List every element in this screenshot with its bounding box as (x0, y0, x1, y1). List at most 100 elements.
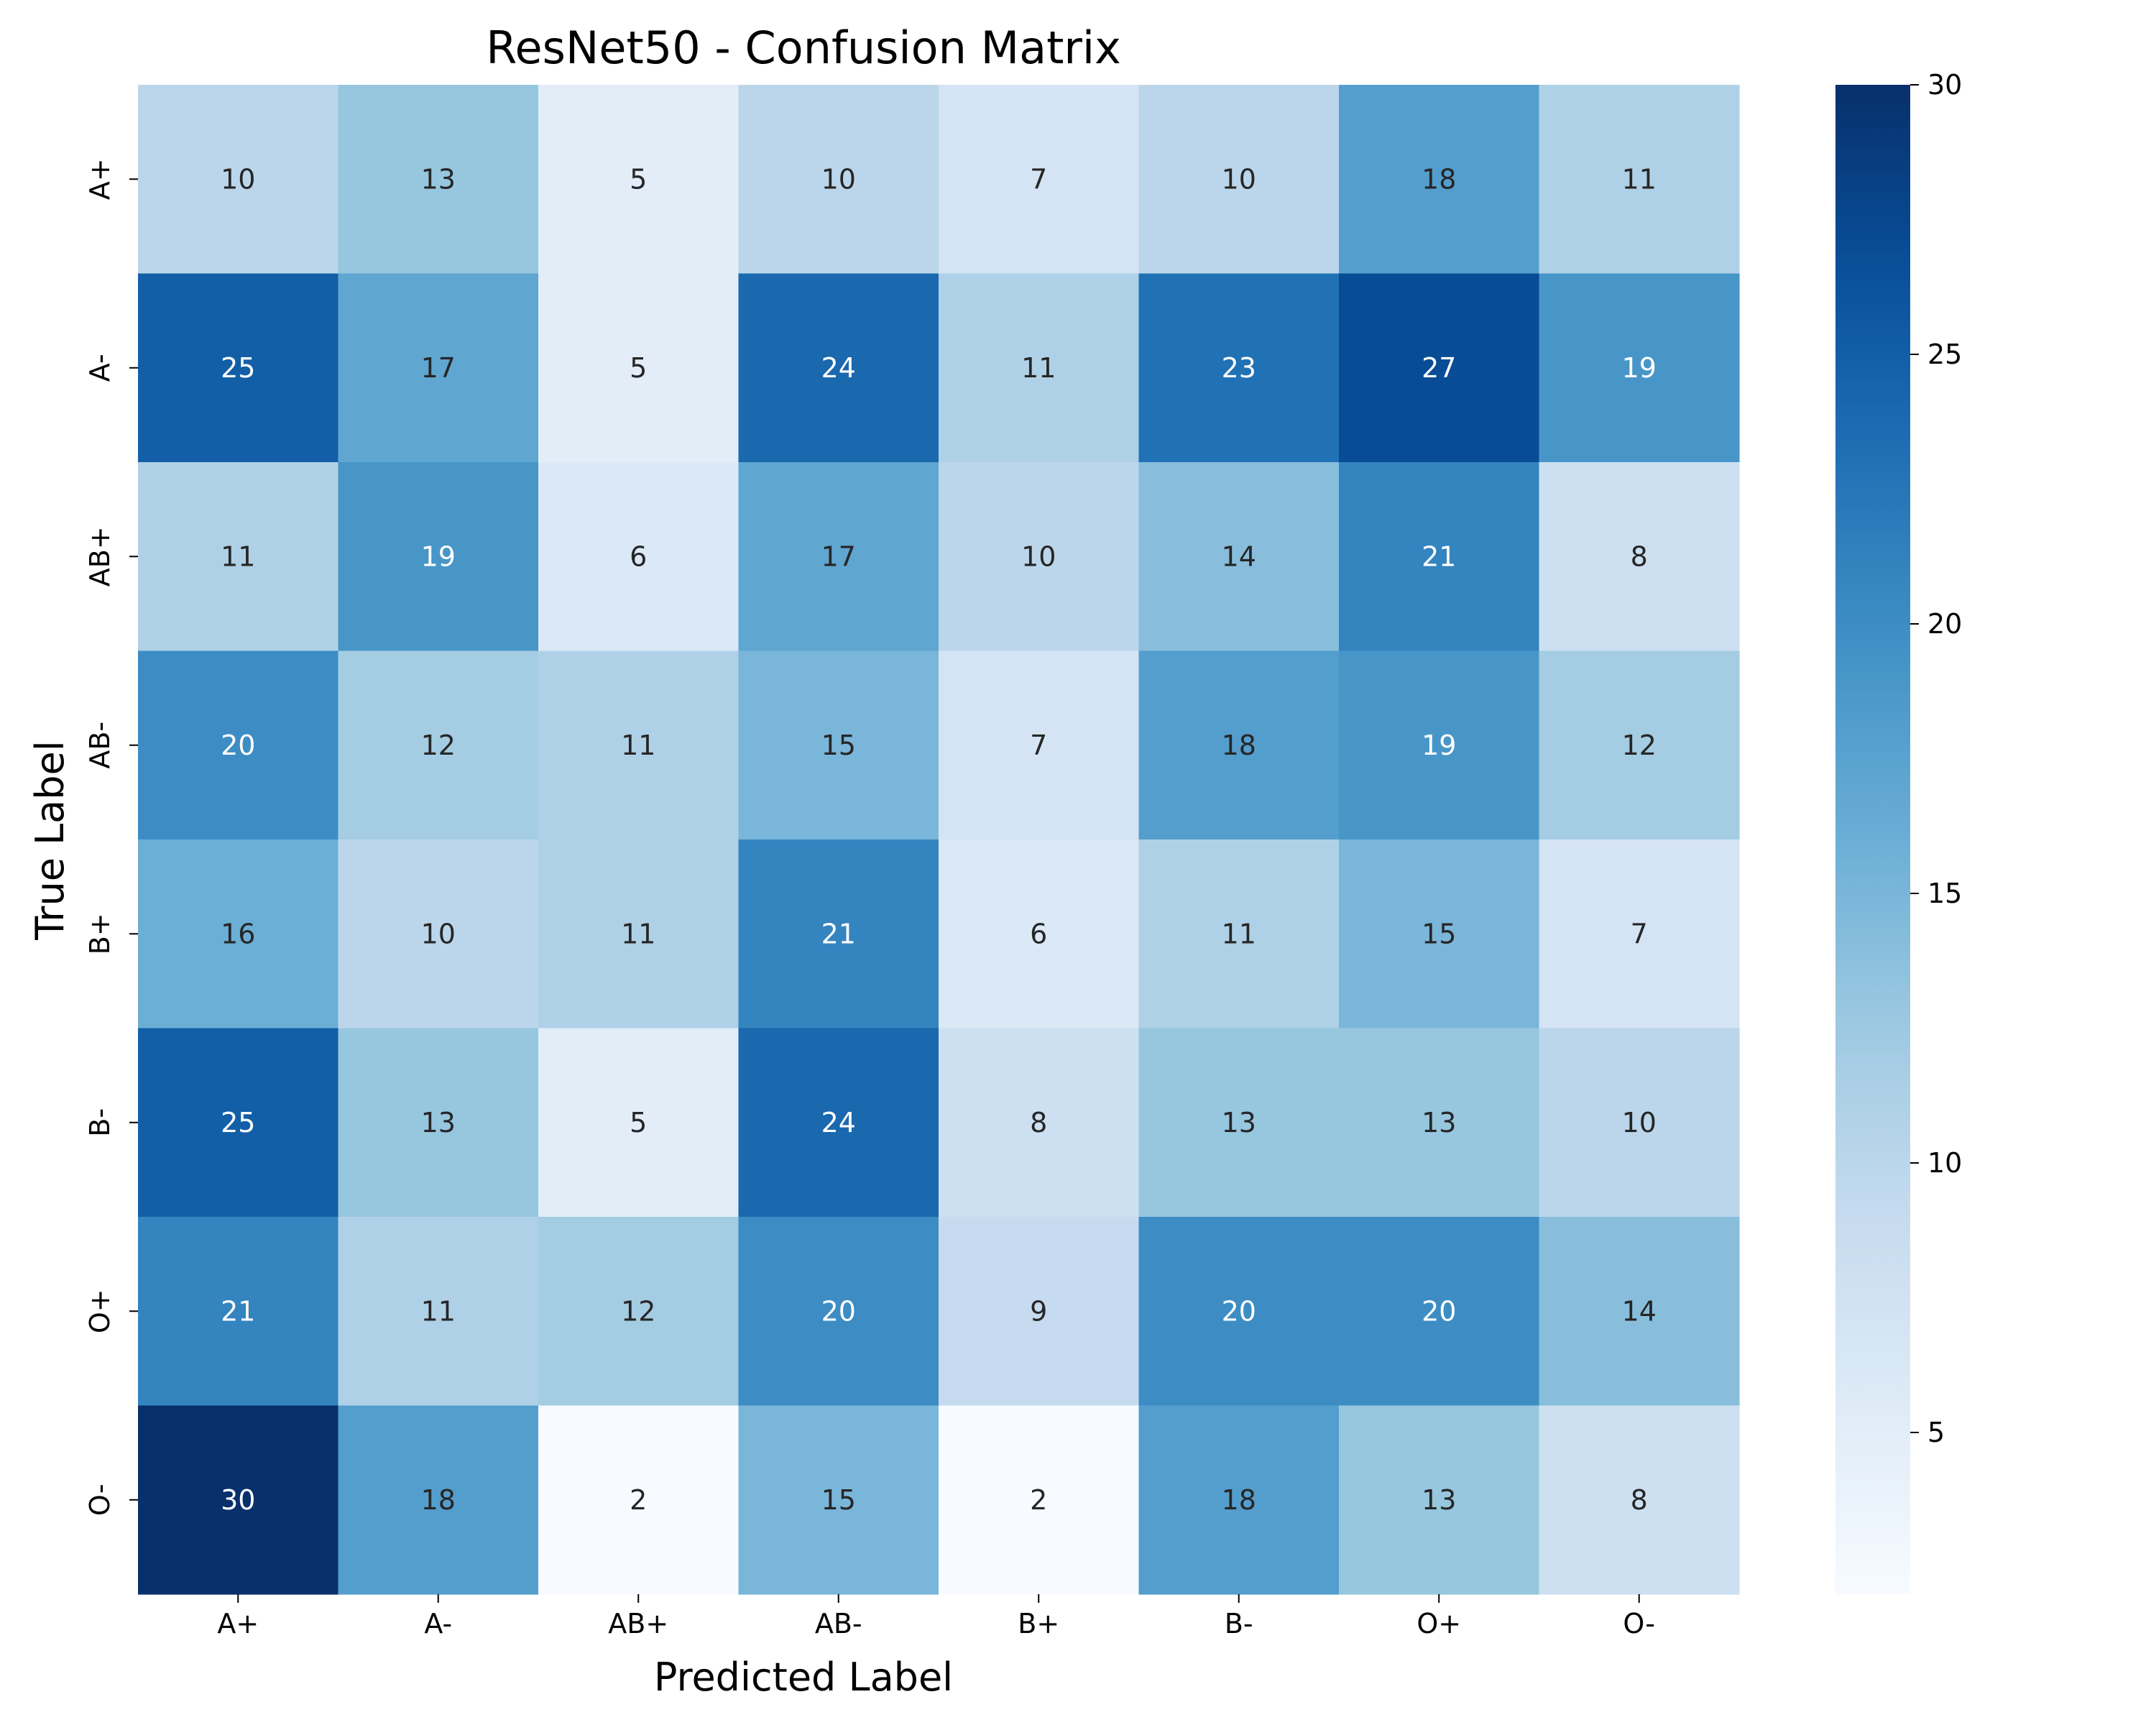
cell-value-3-2: 11 (621, 730, 655, 761)
cell-value-0-7: 11 (1622, 163, 1657, 195)
heatmap-cell-4-4 (939, 840, 1140, 1029)
heatmap-cell-7-2 (538, 1405, 740, 1595)
cell-value-6-7: 14 (1622, 1295, 1657, 1327)
heatmap-cell-2-4 (939, 462, 1140, 652)
heatmap-cell-4-6 (1339, 840, 1540, 1029)
x-axis-ticks: A+ A- AB+ AB- B+ B- O+ O- (217, 1594, 1655, 1639)
heatmap-cell-4-3 (738, 840, 939, 1029)
heatmap-cell-5-0 (138, 1028, 339, 1218)
heatmap-cell-1-4 (939, 273, 1140, 463)
cell-value-5-5: 13 (1222, 1107, 1256, 1138)
heatmap-cell-4-2 (538, 840, 740, 1029)
cell-value-5-1: 13 (421, 1107, 456, 1138)
cell-value-1-6: 27 (1422, 352, 1456, 384)
cell-value-2-5: 14 (1222, 540, 1256, 572)
cell-value-2-2: 6 (630, 540, 647, 572)
cell-value-4-4: 6 (1030, 918, 1047, 949)
cell-value-5-4: 8 (1030, 1107, 1047, 1138)
cell-value-1-4: 11 (1021, 352, 1056, 384)
heatmap-cell-3-0 (138, 650, 339, 840)
heatmap-cell-3-4 (939, 650, 1140, 840)
x-axis-label: Predicted Label (654, 1655, 953, 1700)
colorbar-tick-label-0: 5 (1927, 1417, 1945, 1448)
y-axis-label: True Label (27, 740, 73, 941)
cell-value-2-3: 17 (821, 540, 856, 572)
heatmap-cell-5-3 (738, 1028, 939, 1218)
colorbar-tick-label-5: 30 (1927, 69, 1962, 101)
colorbar-tick-label-3: 20 (1927, 608, 1962, 640)
heatmap-cell-2-6 (1339, 462, 1540, 652)
cell-value-4-0: 16 (221, 918, 255, 949)
cell-value-4-7: 7 (1631, 918, 1648, 949)
heatmap-cell-6-3 (738, 1217, 939, 1407)
cell-value-3-1: 12 (421, 730, 456, 761)
y-tick-label-2: AB+ (84, 526, 116, 586)
cell-value-7-4: 2 (1030, 1484, 1047, 1516)
heatmap-cell-1-0 (138, 273, 339, 463)
y-tick-label-3: AB- (84, 722, 116, 769)
heatmap-cell-4-5 (1138, 840, 1340, 1029)
heatmap-cell-2-2 (538, 462, 740, 652)
cell-value-1-5: 23 (1222, 352, 1256, 384)
cell-value-3-4: 7 (1030, 730, 1047, 761)
cell-value-2-1: 19 (421, 540, 456, 572)
heatmap-cell-2-1 (338, 462, 539, 652)
heatmap-cell-6-0 (138, 1217, 339, 1407)
heatmap-cell-6-2 (538, 1217, 740, 1407)
heatmap-cell-6-6 (1339, 1217, 1540, 1407)
y-tick-label-7: O- (84, 1484, 116, 1516)
heatmap-cell-2-3 (738, 462, 939, 652)
x-tick-label-5: B- (1225, 1608, 1253, 1639)
heatmap-cell-6-4 (939, 1217, 1140, 1407)
y-tick-label-4: B+ (84, 913, 116, 954)
cell-value-5-6: 13 (1422, 1107, 1456, 1138)
cell-value-4-3: 21 (821, 918, 856, 949)
heatmap-cell-4-7 (1539, 840, 1740, 1029)
cell-value-4-1: 10 (421, 918, 456, 949)
cell-value-3-7: 12 (1622, 730, 1657, 761)
cell-value-6-5: 20 (1222, 1295, 1256, 1327)
colorbar-tick-label-1: 10 (1927, 1147, 1962, 1179)
x-tick-label-0: A+ (217, 1608, 259, 1639)
colorbar: 5 10 15 20 25 30 (1835, 69, 1962, 1594)
cell-value-0-0: 10 (221, 163, 255, 195)
y-tick-label-6: O+ (84, 1289, 116, 1333)
heatmap-cell-7-4 (939, 1405, 1140, 1595)
heatmap-cell-3-7 (1539, 650, 1740, 840)
x-tick-label-2: AB+ (608, 1608, 668, 1639)
cell-value-6-0: 21 (221, 1295, 255, 1327)
cell-value-3-5: 18 (1222, 730, 1256, 761)
heatmap-cell-0-1 (338, 85, 539, 275)
y-tick-label-0: A+ (84, 158, 116, 200)
x-tick-label-6: O+ (1416, 1608, 1461, 1639)
heatmap-cell-1-7 (1539, 273, 1740, 463)
heatmap-cell-5-7 (1539, 1028, 1740, 1218)
cell-value-0-5: 10 (1222, 163, 1256, 195)
cell-value-0-4: 7 (1030, 163, 1047, 195)
heatmap-cell-6-1 (338, 1217, 539, 1407)
heatmap-cell-0-2 (538, 85, 740, 275)
heatmap-cell-2-0 (138, 462, 339, 652)
cell-value-6-3: 20 (821, 1295, 856, 1327)
cell-value-3-0: 20 (221, 730, 255, 761)
cell-value-1-0: 25 (221, 352, 255, 384)
heatmap-cell-4-0 (138, 840, 339, 1029)
cell-value-1-1: 17 (421, 352, 456, 384)
cell-value-7-1: 18 (421, 1484, 456, 1516)
heatmap-cell-0-7 (1539, 85, 1740, 275)
heatmap-cell-0-5 (1138, 85, 1340, 275)
heatmap-cell-0-6 (1339, 85, 1540, 275)
heatmap-cell-2-7 (1539, 462, 1740, 652)
cell-value-7-7: 8 (1631, 1484, 1648, 1516)
heatmap-cell-6-7 (1539, 1217, 1740, 1407)
heatmap-cell-3-3 (738, 650, 939, 840)
x-tick-label-4: B+ (1018, 1608, 1059, 1639)
cell-value-4-6: 15 (1422, 918, 1456, 949)
cell-value-5-0: 25 (221, 1107, 255, 1138)
cell-value-5-3: 24 (821, 1107, 856, 1138)
cell-value-7-0: 30 (221, 1484, 255, 1516)
cell-value-2-7: 8 (1631, 540, 1648, 572)
heatmap-cell-3-2 (538, 650, 740, 840)
heatmap-cell-6-5 (1138, 1217, 1340, 1407)
